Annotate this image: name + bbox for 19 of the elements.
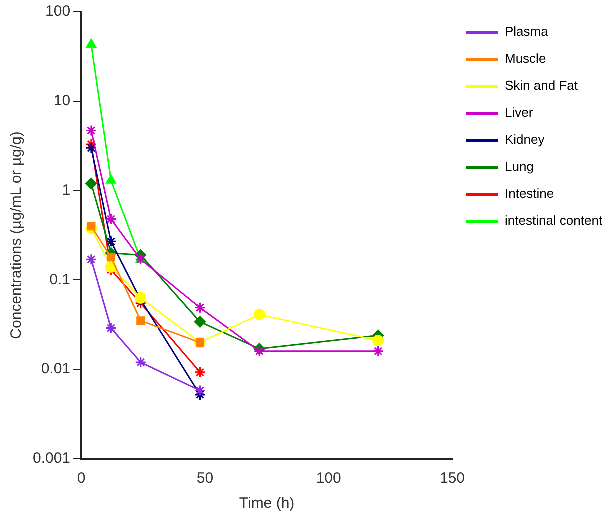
- y-tick-label: 10: [54, 92, 71, 110]
- legend-label: Liver: [505, 105, 534, 120]
- legend-label: Skin and Fat: [505, 78, 578, 94]
- x-tick-label: 0: [77, 470, 86, 488]
- legend-label: Intestine: [505, 186, 554, 202]
- y-tick-label: 100: [46, 3, 71, 20]
- y-tick-label: 0.001: [32, 450, 71, 468]
- x-tick-label: 50: [196, 470, 214, 488]
- y-tick-label: 0.01: [41, 360, 71, 378]
- legend-label: Lung: [505, 159, 534, 174]
- y-axis-title: Concentrations (µg/mL or µg/g): [8, 132, 26, 340]
- legend-label: Plasma: [505, 24, 550, 40]
- legend-label: Kidney: [505, 132, 546, 148]
- x-axis-title: Time (h): [239, 495, 295, 512]
- y-tick-label: 0.1: [50, 271, 71, 288]
- y-tick-label: 1: [62, 182, 71, 199]
- x-tick-label: 100: [316, 470, 342, 488]
- x-tick-label: 150: [440, 470, 466, 488]
- legend-label: Muscle: [505, 51, 546, 66]
